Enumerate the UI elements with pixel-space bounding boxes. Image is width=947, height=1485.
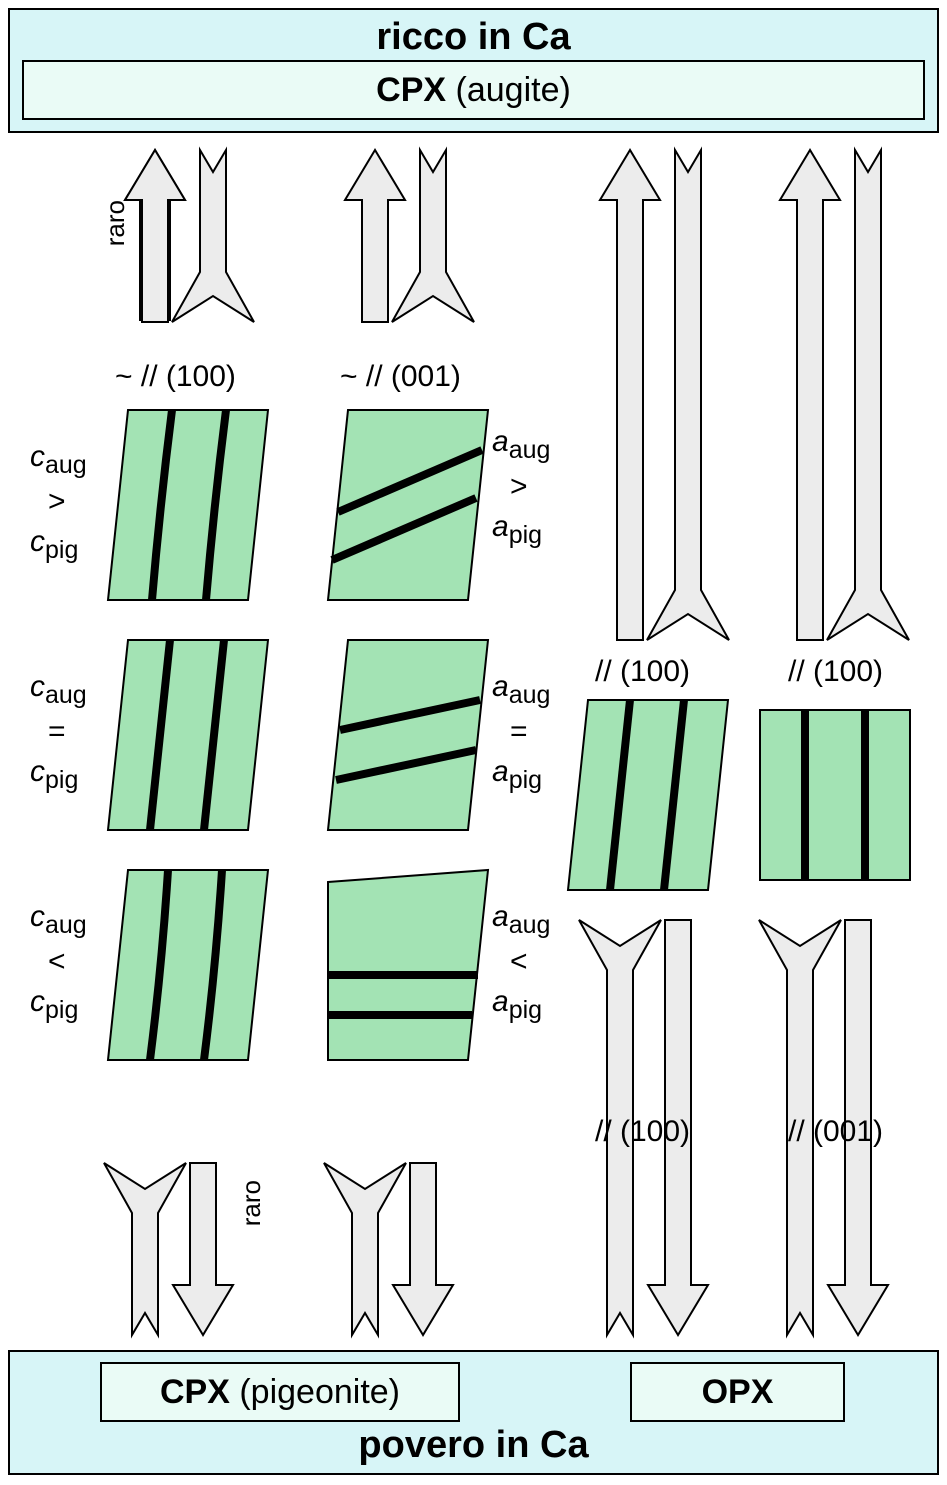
c2r1-bot: apig xyxy=(492,510,542,550)
c2r3-bot: apig xyxy=(492,985,542,1025)
c2r2-bot: apig xyxy=(492,755,542,795)
crystal-c2-r2 xyxy=(328,640,488,830)
c3-orient-label: // (100) xyxy=(595,655,690,689)
arrow-c4-top-group xyxy=(780,150,909,640)
raro-bottom: raro xyxy=(236,1180,267,1226)
arrow-c1-bottom-group xyxy=(104,1163,233,1335)
c1r1-bot: cpig xyxy=(30,525,78,565)
c1-orient-label: ~ // (100) xyxy=(115,360,236,394)
crystal-c1-r1 xyxy=(108,410,268,600)
c1r2-bot: cpig xyxy=(30,755,78,795)
c2r3-rel: < xyxy=(510,945,528,979)
c2r1-top: aaug xyxy=(492,425,550,465)
c1r1-top: caug xyxy=(30,440,87,480)
crystal-c1-r2 xyxy=(108,640,268,830)
diagram-canvas: ricco in Ca CPX (augite) povero in Ca CP… xyxy=(0,0,947,1485)
c2-orient-label: ~ // (001) xyxy=(340,360,461,394)
crystal-c4 xyxy=(760,710,910,880)
c1r3-bot: cpig xyxy=(30,985,78,1025)
arrow-c3-top-group xyxy=(600,150,729,640)
c4-bottom-orient: // (001) xyxy=(788,1115,883,1149)
c1r2-top: caug xyxy=(30,670,87,710)
raro-top: raro xyxy=(100,200,131,246)
c2r3-top: aaug xyxy=(492,900,550,940)
crystal-c2-r1 xyxy=(328,410,488,600)
c1r3-rel: < xyxy=(48,945,66,979)
c2r2-top: aaug xyxy=(492,670,550,710)
c2r1-rel: > xyxy=(510,470,528,504)
arrow-c2-top-group xyxy=(345,150,474,322)
crystal-c1-r3 xyxy=(108,870,268,1060)
c3-bottom-orient: // (100) xyxy=(595,1115,690,1149)
svg-layer xyxy=(0,0,947,1485)
crystal-c3 xyxy=(568,700,728,890)
c4-orient-label: // (100) xyxy=(788,655,883,689)
arrow-c2-bottom-group xyxy=(324,1163,453,1335)
crystal-c2-r3 xyxy=(328,870,488,1060)
c1r3-top: caug xyxy=(30,900,87,940)
c1r1-rel: > xyxy=(48,485,66,519)
c1r2-rel: = xyxy=(48,715,66,749)
c2r2-rel: = xyxy=(510,715,528,749)
arrow-c1-top-group xyxy=(125,150,254,322)
